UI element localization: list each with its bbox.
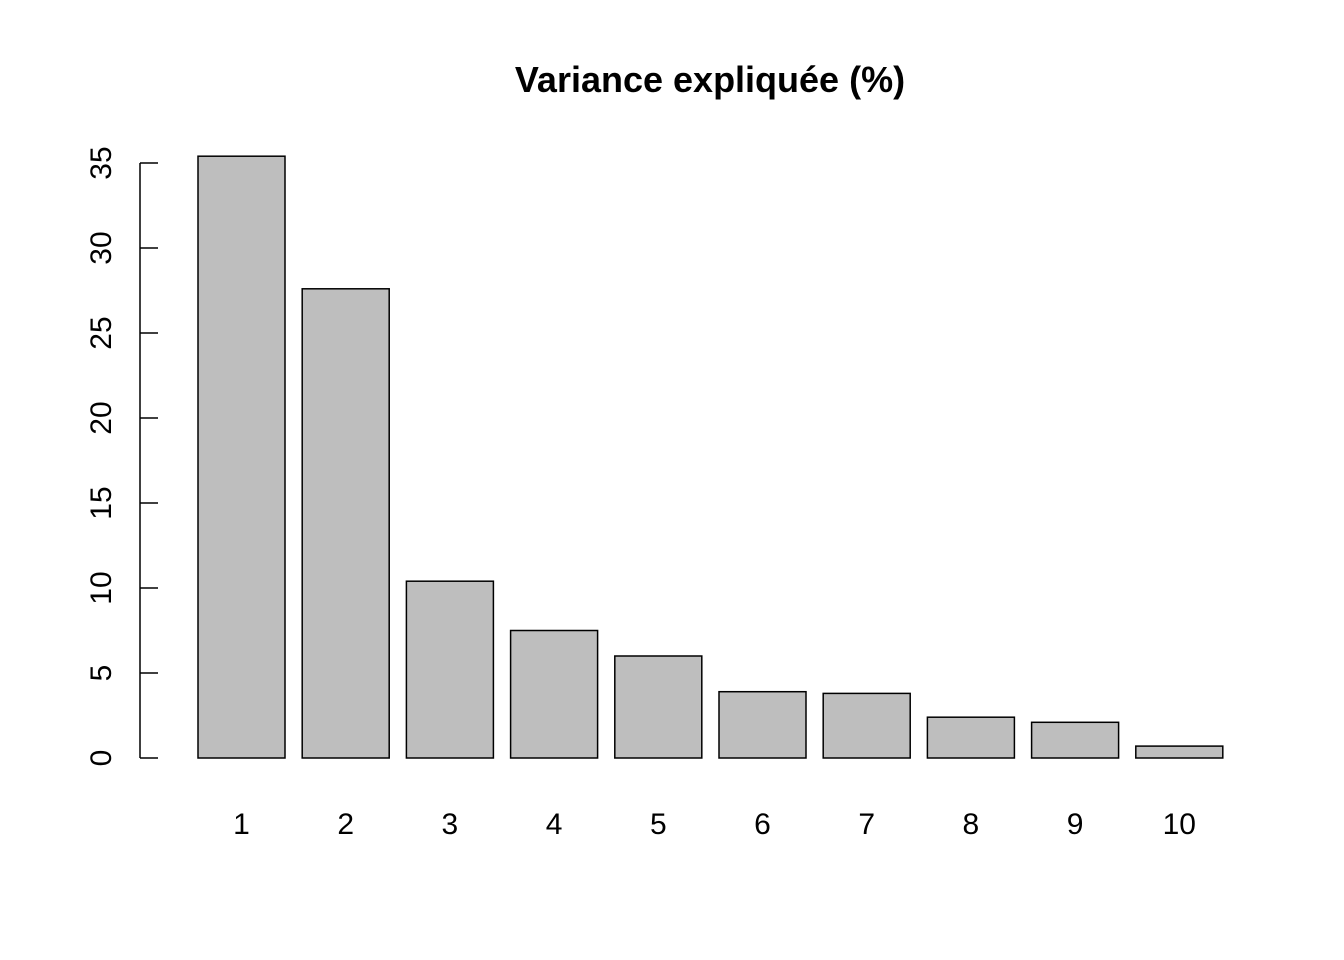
bar-2 <box>301 288 390 759</box>
x-tick-label: 6 <box>754 808 771 841</box>
y-tick-label: 15 <box>85 486 118 519</box>
x-tick-label: 10 <box>1163 808 1196 841</box>
y-tick-label: 20 <box>85 401 118 434</box>
y-tick-label: 35 <box>85 146 118 179</box>
x-tick-label: 8 <box>963 808 980 841</box>
x-tick-label: 3 <box>442 808 459 841</box>
y-tick-label: 30 <box>85 231 118 264</box>
x-axis-labels: 1 2 3 4 5 6 7 8 9 10 <box>233 808 1196 841</box>
bar-1 <box>197 155 286 759</box>
bar-7 <box>822 692 911 759</box>
bar-3 <box>405 580 495 759</box>
x-tick-label: 4 <box>546 808 563 841</box>
x-tick-label: 1 <box>233 808 250 841</box>
bar-8 <box>926 716 1016 759</box>
bar-6 <box>718 690 807 759</box>
x-tick-label: 7 <box>858 808 875 841</box>
bars <box>197 155 1224 759</box>
y-tick-label: 0 <box>85 750 118 767</box>
y-axis: 0 5 10 15 20 25 30 35 <box>85 146 158 766</box>
bar-4 <box>509 629 599 759</box>
chart-title: Variance expliquée (%) <box>515 59 905 100</box>
x-tick-label: 2 <box>337 808 354 841</box>
y-tick-label: 10 <box>85 571 118 604</box>
bar-5 <box>614 655 703 759</box>
y-tick-label: 25 <box>85 316 118 349</box>
y-tick-label: 5 <box>85 665 118 682</box>
bar-9 <box>1030 721 1120 759</box>
x-tick-label: 5 <box>650 808 667 841</box>
x-tick-label: 9 <box>1067 808 1084 841</box>
bar-10 <box>1135 745 1224 759</box>
